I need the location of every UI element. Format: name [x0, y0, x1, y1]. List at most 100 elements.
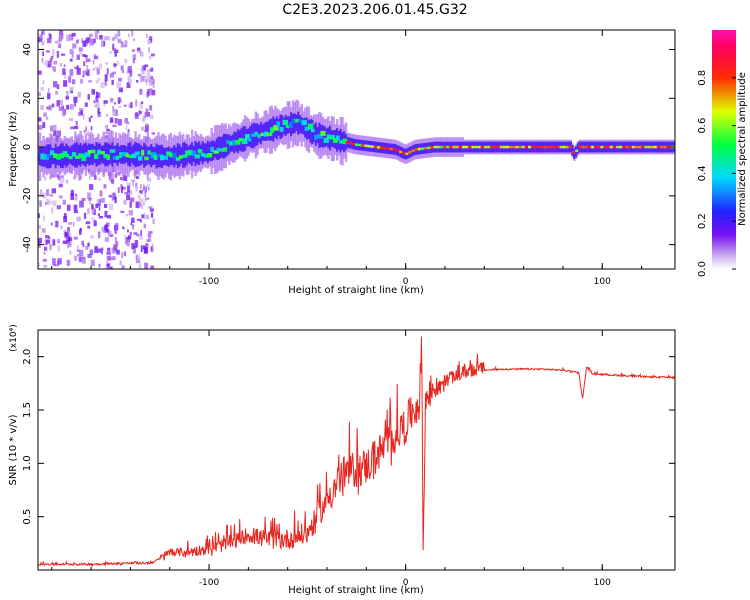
spectrogram-core — [553, 145, 557, 149]
spectrogram-core — [251, 133, 257, 137]
spectrogram-core — [395, 149, 399, 152]
noise-cell — [106, 113, 109, 117]
noise-cell — [89, 41, 91, 48]
noise-cell — [109, 117, 114, 123]
noise-cell — [112, 124, 117, 127]
spectrogram-core — [288, 122, 293, 128]
noise-cell — [142, 245, 146, 250]
spectrogram-core — [301, 120, 307, 126]
noise-cell — [150, 265, 155, 269]
noise-cell — [70, 193, 75, 200]
spectrogram-band — [213, 141, 217, 158]
noise-cell — [138, 110, 140, 116]
y-tick-label: 20 — [22, 92, 33, 105]
noise-cell — [68, 222, 73, 225]
noise-cell — [147, 88, 150, 96]
noise-cell — [116, 171, 120, 176]
spectrogram-core — [125, 153, 129, 158]
noise-cell — [56, 205, 62, 210]
spectrogram-band — [268, 119, 272, 141]
noise-cell — [129, 190, 133, 195]
spectrogram-band — [144, 144, 148, 166]
spectrogram-band — [107, 143, 111, 166]
spectrogram-core — [348, 141, 352, 145]
noise-cell — [103, 100, 108, 104]
noise-cell — [53, 69, 56, 72]
noise-cell — [132, 225, 135, 230]
spectrogram-core — [656, 145, 660, 149]
noise-cell — [114, 228, 118, 234]
noise-cell — [83, 130, 87, 133]
noise-cell — [125, 123, 128, 130]
spectrogram-core — [128, 154, 135, 159]
noise-cell — [41, 40, 45, 45]
spectrogram-core — [112, 155, 119, 160]
noise-cell — [49, 58, 53, 62]
noise-cell — [138, 190, 141, 193]
spectrogram-core — [600, 145, 604, 149]
noise-cell — [124, 40, 128, 47]
spectrogram-xlabel: Height of straight line (km) — [288, 285, 424, 296]
noise-cell — [120, 42, 124, 48]
noise-cell — [111, 178, 115, 184]
noise-cell — [101, 248, 103, 255]
noise-cell — [68, 232, 72, 237]
spectrogram-core — [235, 139, 241, 145]
spectrogram-core — [424, 146, 428, 150]
noise-cell — [95, 203, 99, 209]
noise-cell — [56, 50, 60, 58]
spectrogram-band — [551, 141, 555, 153]
noise-cell — [90, 126, 93, 131]
noise-cell — [97, 213, 101, 216]
spectrogram-band — [113, 145, 116, 163]
spectrogram-core — [631, 145, 635, 149]
noise-cell — [78, 229, 82, 235]
noise-cell — [85, 126, 88, 132]
snr-panel: -100 0 100 0.5 1.0 1.5 2.0 Height of straight … — [8, 324, 676, 596]
noise-cell — [136, 47, 141, 51]
colorbar: 0.0 0.2 0.4 0.6 0.8 Normalized spectral ampl… — [697, 30, 748, 277]
spectrogram-core — [46, 153, 51, 158]
noise-cell — [43, 251, 46, 255]
spectrogram-core — [226, 140, 230, 145]
noise-cell — [63, 64, 66, 67]
noise-cell — [87, 209, 89, 213]
noise-cell — [67, 245, 70, 249]
noise-cell — [149, 105, 153, 111]
noise-cell — [76, 39, 79, 44]
noise-cell — [40, 140, 43, 143]
spectrogram-core — [408, 150, 412, 154]
noise-cell — [94, 246, 98, 254]
spectrogram-core — [320, 130, 326, 136]
spectrogram-core — [483, 145, 487, 149]
spectrogram-ylabel: Frequency (Hz) — [8, 111, 19, 187]
noise-cell — [114, 34, 118, 40]
spectrogram-core — [78, 153, 85, 158]
spectrogram-band — [523, 141, 526, 153]
noise-cell — [52, 124, 57, 131]
spectrogram-core — [153, 154, 158, 160]
noise-cell — [83, 212, 87, 219]
noise-cell — [56, 100, 60, 107]
noise-cell — [71, 50, 74, 58]
spectrogram-band — [114, 145, 118, 164]
spectrogram-band — [249, 125, 252, 148]
noise-cell — [105, 124, 109, 129]
noise-cell — [55, 220, 59, 228]
noise-cell — [87, 253, 92, 259]
noise-cell — [150, 212, 154, 218]
noise-cell — [45, 116, 49, 120]
noise-cell — [74, 197, 77, 201]
noise-cell — [144, 190, 147, 198]
spectrogram-band — [277, 118, 281, 136]
spectrogram-core — [109, 149, 116, 153]
spectrogram-core — [137, 156, 143, 161]
noise-cell — [131, 179, 136, 182]
snr-xlabel: Height of straight line (km) — [288, 585, 424, 596]
spectrogram-core — [141, 149, 145, 156]
noise-cell — [111, 71, 117, 75]
noise-cell — [106, 255, 112, 261]
spectrogram-core — [493, 145, 497, 149]
noise-cell — [71, 79, 76, 85]
spectrogram-core — [578, 145, 582, 149]
